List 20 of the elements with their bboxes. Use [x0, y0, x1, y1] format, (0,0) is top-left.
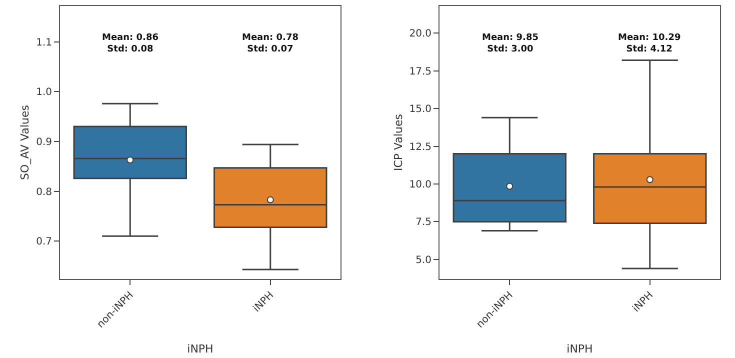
y-tick-label: 0.9 [36, 137, 52, 148]
y-axis-title: ICP Values [392, 114, 405, 171]
annotation: Mean: 0.78 Std: 0.07 [242, 33, 298, 55]
y-tick-label: 10.0 [409, 179, 432, 190]
y-tick-label: 0.7 [36, 236, 52, 248]
y-axis-title: SO_AV Values [18, 104, 32, 180]
y-tick-label: 5.0 [416, 254, 432, 266]
annotation: Mean: 0.86 Std: 0.08 [102, 33, 158, 55]
x-axis-title: iNPH [187, 342, 214, 356]
annotation: Mean: 9.85 Std: 3.00 [482, 33, 538, 55]
y-tick-label: 7.5 [416, 217, 432, 228]
y-tick-label: 20.0 [409, 28, 432, 40]
y-tick-label: 1.0 [36, 87, 52, 98]
y-tick-label: 1.1 [36, 37, 52, 48]
annotation: Mean: 10.29 Std: 4.12 [618, 33, 681, 55]
x-axis-title: iNPH [566, 342, 593, 356]
y-tick-label: 17.5 [409, 66, 432, 78]
y-tick-label: 12.5 [409, 142, 432, 153]
y-tick-label: 0.8 [36, 186, 52, 198]
y-tick-label: 15.0 [409, 104, 432, 116]
